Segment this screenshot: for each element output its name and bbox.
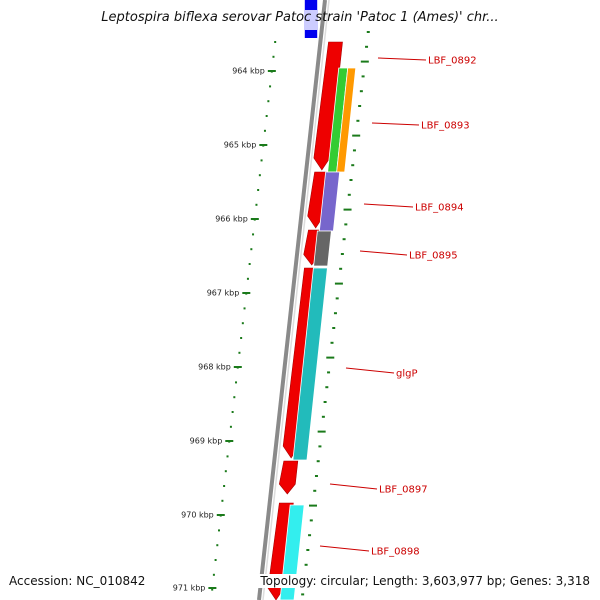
ruler-dot [260, 159, 263, 162]
ruler-dot [272, 55, 275, 58]
gene-leader-line [377, 57, 427, 61]
gene-leader-line [319, 545, 370, 552]
ruler-dot [231, 411, 234, 413]
ruler-dot [212, 573, 215, 576]
ruler-dot [229, 425, 232, 428]
tick-label: 969 kbp [190, 437, 223, 446]
ruler-dot [257, 189, 260, 191]
ruler-dot [252, 233, 255, 236]
gene-label: LBF_0898 [371, 547, 420, 558]
tick-label: 964 kbp [232, 67, 265, 76]
topology-text: Topology: circular; Length: 3,603,977 bp… [258, 574, 590, 588]
gene-leader-line [359, 250, 408, 256]
gene-leader-line [371, 122, 420, 126]
ruler-dot [218, 529, 221, 532]
tick-label: 966 kbp [215, 215, 248, 224]
backbone-highlight [262, 0, 330, 600]
ruler-dot [258, 174, 261, 177]
ruler-dot [240, 337, 243, 339]
ruler-dot [211, 588, 214, 591]
ruler-dot [263, 129, 266, 132]
ruler-dot [267, 100, 270, 103]
gene-leader-line [329, 483, 378, 490]
gene-leader-line [363, 203, 414, 208]
cog-band-gray [313, 230, 332, 267]
ruler-dot [269, 85, 272, 88]
ruler-dot [246, 277, 249, 280]
gene-label: LBF_0897 [379, 485, 428, 496]
ruler-dot [216, 544, 219, 547]
ruler-dot [274, 41, 277, 43]
ruler-dot [241, 322, 244, 325]
accession-text: Accession: NC_010842 [9, 574, 146, 588]
cog-band-teal [292, 267, 328, 461]
ruler-dot [243, 307, 246, 310]
tick-label: 967 kbp [207, 289, 240, 298]
tick-label: 968 kbp [198, 363, 231, 372]
tick-label: 971 kbp [173, 584, 206, 593]
gene-leader-line [345, 367, 395, 374]
gene-label: LBF_0892 [428, 56, 477, 67]
ruler-dot [265, 115, 268, 117]
gene-label: LBF_0894 [415, 203, 464, 214]
gene-label: glgP [396, 369, 418, 380]
map-footer: Accession: NC_010842 Topology: circular;… [0, 574, 600, 594]
ruler-dot [250, 248, 253, 251]
ruler-dot [223, 485, 226, 487]
backbone-line [257, 0, 327, 600]
ruler-dot [214, 559, 217, 561]
gene-label: LBF_0893 [421, 121, 470, 132]
ruler-dot [238, 351, 241, 354]
map-title: Leptospira biflexa serovar Patoc strain … [101, 10, 499, 25]
ruler-dot [255, 203, 258, 206]
ruler-dot [233, 396, 236, 399]
ruler-dot [224, 470, 227, 473]
gene-label: LBF_0895 [409, 251, 458, 262]
ruler-dot [248, 263, 251, 265]
ruler-dot [235, 381, 238, 384]
top-feature-blue [305, 0, 317, 10]
tick-label: 965 kbp [224, 141, 257, 150]
ruler-dot [221, 499, 224, 502]
cog-band-purple [318, 171, 341, 232]
tick-label: 970 kbp [181, 511, 214, 520]
cds-arrow [278, 460, 299, 495]
cog-band-orange [336, 67, 357, 173]
top-feature-blue-lower [305, 30, 317, 38]
ruler-dot [226, 455, 229, 458]
cds-arrow [313, 41, 343, 171]
